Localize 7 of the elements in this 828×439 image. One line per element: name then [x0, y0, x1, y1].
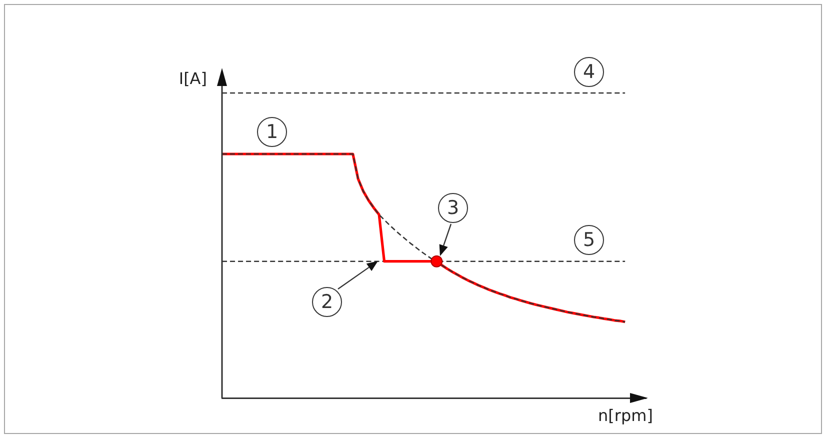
text: 4	[574, 57, 604, 87]
x-axis-title: n[rpm]	[598, 406, 653, 425]
annotation: 3	[438, 193, 468, 223]
annotation: 2	[312, 287, 342, 317]
text: 1	[257, 117, 287, 147]
y-axis-title: I[A]	[178, 69, 207, 88]
annotation: 5	[574, 225, 604, 255]
